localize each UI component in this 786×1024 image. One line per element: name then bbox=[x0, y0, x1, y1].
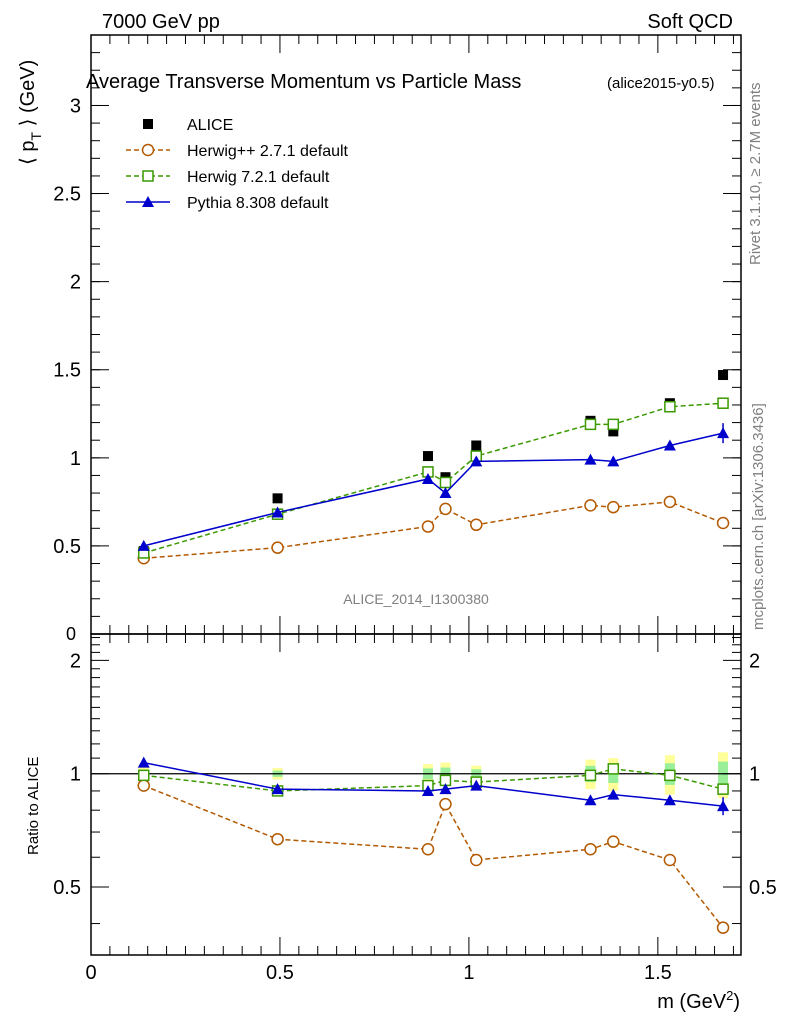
legend: ALICE Herwig++ 2.7.1 default Herwig 7.2.1 … bbox=[126, 117, 349, 212]
ratio-line-0 bbox=[143, 784, 724, 929]
ratio-point-1 bbox=[607, 763, 620, 775]
xtick-label: 1 bbox=[463, 962, 474, 984]
ratio-point-1 bbox=[584, 769, 597, 782]
main-ytick-label: 3 bbox=[70, 95, 81, 117]
data-point-3 bbox=[470, 455, 483, 467]
xtick-label: 1.5 bbox=[644, 962, 672, 984]
mcplots-label: mcplots.cern.ch [arXiv:1306.3436] bbox=[750, 403, 767, 630]
legend-marker-3 bbox=[142, 196, 154, 207]
main-ytick-label: 2.5 bbox=[53, 184, 81, 206]
xlabel-tail: ) bbox=[733, 991, 740, 1013]
data-point-1 bbox=[421, 520, 435, 533]
watermark: ALICE_2014_I1300380 bbox=[343, 591, 489, 607]
ratio-point-1 bbox=[717, 783, 729, 795]
data-point-0 bbox=[422, 451, 433, 462]
rivet-label: Rivet 3.1.10, ≥ 2.7M events bbox=[747, 83, 764, 266]
ratio-point-2 bbox=[717, 800, 730, 812]
ratio-ytick-label-right: 2 bbox=[749, 650, 760, 672]
data-point-3 bbox=[421, 472, 434, 484]
legend-marker-1 bbox=[141, 143, 155, 157]
ratio-point-0 bbox=[271, 832, 284, 846]
ratio-ytick-label: 0.5 bbox=[53, 877, 81, 899]
data-point-2 bbox=[439, 476, 452, 489]
ratio-ytick-label-right: 1 bbox=[749, 764, 760, 786]
ratio-point-0 bbox=[137, 779, 151, 792]
main-ytick-label: 0.5 bbox=[53, 536, 81, 558]
main-ylabel-main: ⟨ p bbox=[17, 141, 39, 165]
chart-subtitle: (alice2015-y0.5) bbox=[607, 75, 715, 92]
ratio-point-0 bbox=[663, 853, 677, 867]
ratio-point-0 bbox=[421, 843, 435, 856]
data-point-0 bbox=[608, 426, 619, 437]
ratio-point-0 bbox=[470, 853, 483, 867]
ratio-point-2 bbox=[271, 783, 284, 795]
ratio-point-2 bbox=[137, 756, 150, 768]
ratio-point-1 bbox=[664, 769, 676, 782]
main-ylabel-sub: T bbox=[28, 132, 44, 141]
data-point-3 bbox=[271, 506, 284, 518]
xlabel: m (GeV2) bbox=[657, 988, 740, 1013]
xtick-label: 0.5 bbox=[266, 962, 294, 984]
data-point-0 bbox=[471, 440, 482, 451]
legend-marker-2 bbox=[142, 170, 154, 182]
data-point-1 bbox=[271, 541, 284, 554]
data-point-3 bbox=[717, 427, 730, 439]
data-point-1 bbox=[716, 516, 730, 530]
ratio-ylabel: Ratio to ALICE bbox=[25, 757, 42, 855]
legend-label-3: Pythia 8.308 default bbox=[187, 195, 329, 212]
ratio-point-2 bbox=[470, 779, 483, 791]
chart-title: Average Transverse Momentum vs Particle … bbox=[86, 71, 521, 93]
data-point-3 bbox=[584, 453, 597, 465]
legend-label-2: Herwig 7.2.1 default bbox=[187, 169, 330, 186]
main-ylabel: ⟨ pT ⟩ (GeV) bbox=[17, 60, 44, 165]
data-point-2 bbox=[607, 418, 620, 431]
data-point-2 bbox=[664, 400, 676, 413]
data-point-2 bbox=[584, 418, 597, 431]
data-point-2 bbox=[717, 397, 729, 409]
main-ytick-label: 1 bbox=[70, 448, 81, 470]
ratio-ytick-label: 1 bbox=[70, 764, 81, 786]
main-ytick-label-0: 0 bbox=[66, 624, 76, 644]
main-ytick-label: 1.5 bbox=[53, 360, 81, 382]
data-point-1 bbox=[663, 495, 677, 509]
xtick-label: 0 bbox=[85, 962, 96, 984]
ratio-point-0 bbox=[716, 921, 730, 934]
data-point-1 bbox=[584, 499, 597, 512]
series-line-2 bbox=[143, 402, 724, 554]
data-point-0 bbox=[272, 493, 283, 504]
data-point-3 bbox=[137, 539, 150, 551]
ratio-point-2 bbox=[607, 788, 620, 800]
ratio-point-0 bbox=[439, 797, 452, 811]
ratio-point-1 bbox=[138, 769, 150, 782]
data-point-1 bbox=[607, 500, 620, 514]
xlabel-sup: 2 bbox=[726, 988, 733, 1003]
ratio-ytick-label: 2 bbox=[70, 650, 81, 672]
ratio-point-2 bbox=[439, 783, 452, 795]
data-point-1 bbox=[439, 502, 452, 516]
header-left: 7000 GeV pp bbox=[102, 11, 220, 33]
ratio-point-0 bbox=[607, 835, 620, 848]
xlabel-main: m (GeV bbox=[657, 991, 727, 1013]
data-point-3 bbox=[607, 455, 620, 467]
legend-marker-0 bbox=[143, 119, 153, 129]
ratio-point-2 bbox=[663, 794, 676, 806]
data-point-0 bbox=[718, 370, 729, 381]
ratio-point-2 bbox=[421, 784, 434, 796]
data-point-1 bbox=[470, 518, 483, 532]
series-line-1 bbox=[143, 501, 724, 559]
ratio-frame bbox=[90, 633, 742, 956]
ratio-point-0 bbox=[584, 843, 597, 856]
main-panel: 0 0.5 1 1.5 2 2.5 3 bbox=[53, 34, 742, 644]
header-right: Soft QCD bbox=[647, 11, 733, 33]
legend-label-0: ALICE bbox=[187, 117, 233, 134]
legend-label-1: Herwig++ 2.7.1 default bbox=[187, 143, 349, 160]
main-ytick-label: 2 bbox=[70, 272, 81, 294]
ratio-point-2 bbox=[584, 794, 597, 806]
data-point-3 bbox=[439, 487, 452, 499]
ratio-panel: 0.5 0.5 1 1 2 2 0 0.5 1 1.5 bbox=[53, 633, 777, 984]
data-point-3 bbox=[663, 439, 676, 451]
ratio-ytick-label-right: 0.5 bbox=[749, 877, 777, 899]
main-ylabel-tail: ⟩ (GeV) bbox=[17, 60, 39, 132]
